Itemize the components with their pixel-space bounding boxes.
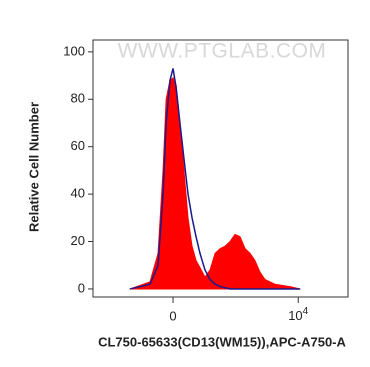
plot-frame bbox=[92, 39, 349, 298]
y-tick-label: 80 bbox=[71, 91, 85, 106]
y-axis-title: Relative Cell Number bbox=[26, 102, 41, 232]
histogram-area bbox=[129, 77, 301, 290]
y-tick-label: 20 bbox=[71, 233, 85, 248]
x-axis-title: CL750-65633(CD13(WM15)),APC-A750-A bbox=[98, 334, 346, 349]
x-tick-label: 104 bbox=[288, 306, 308, 324]
x-tick-label-base: 10 bbox=[288, 308, 302, 323]
x-tick-label: 0 bbox=[169, 308, 176, 323]
x-tick-label-exponent: 4 bbox=[303, 306, 309, 317]
y-tick-label: 60 bbox=[71, 138, 85, 153]
y-tick-label: 0 bbox=[78, 280, 85, 295]
y-tick-label: 40 bbox=[71, 186, 85, 201]
histogram-line bbox=[129, 68, 300, 290]
y-tick-label: 100 bbox=[63, 43, 85, 58]
watermark: WWW.PTGLAB.COM bbox=[118, 40, 327, 63]
